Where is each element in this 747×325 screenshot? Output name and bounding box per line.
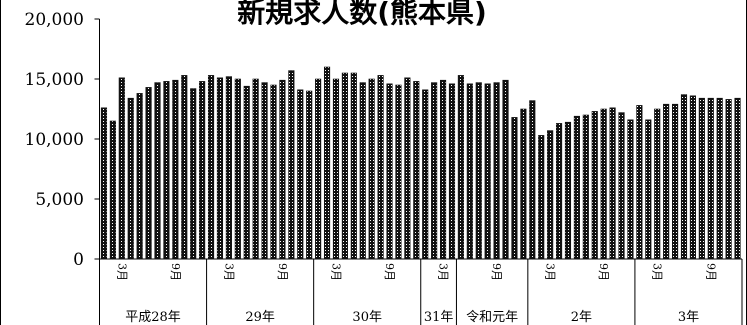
bar [484, 83, 491, 260]
x-month-label: 3月 [329, 263, 342, 281]
bar [716, 97, 723, 260]
bar [654, 108, 661, 260]
x-month-label: 3月 [222, 263, 235, 281]
bar [261, 82, 268, 260]
x-month-label: 9月 [276, 263, 289, 281]
bar [707, 97, 714, 260]
bar [190, 88, 197, 260]
bar [154, 82, 161, 260]
bar [547, 130, 554, 260]
bar [323, 66, 331, 260]
bar [127, 97, 134, 260]
x-year-label: 平成28年 [125, 310, 181, 325]
bar [636, 105, 643, 260]
bar [306, 90, 313, 260]
bar [181, 75, 188, 260]
bar [457, 75, 464, 260]
bar [422, 89, 429, 260]
bar [109, 120, 116, 260]
x-month-label: 3月 [544, 263, 557, 281]
x-month-label: 9月 [597, 263, 610, 281]
x-year-label: 30年 [352, 310, 382, 325]
y-tick-label: 0 [73, 250, 84, 270]
bar [243, 85, 250, 260]
bar [493, 82, 500, 260]
bar [270, 84, 277, 260]
bar [279, 79, 286, 260]
bar [341, 72, 348, 260]
bar [172, 79, 179, 260]
bar [573, 115, 580, 260]
x-month-label: 3月 [651, 263, 664, 281]
bar [502, 79, 509, 260]
bar [288, 70, 295, 260]
x-month-label: 3月 [437, 263, 450, 281]
x-year-label: 2年 [571, 310, 592, 325]
x-year-label: 31年 [424, 310, 454, 325]
y-tick-label: 15,000 [25, 70, 84, 90]
bar [332, 78, 340, 260]
x-year-label: 29年 [245, 310, 275, 325]
bar [234, 78, 241, 260]
bar [439, 79, 447, 260]
x-month-label: 9月 [704, 263, 717, 281]
bar [199, 81, 206, 260]
bar [100, 107, 108, 260]
x-month-label: 3月 [115, 263, 128, 281]
bar [511, 117, 518, 260]
bar [315, 78, 322, 260]
bar [672, 103, 679, 260]
bar [431, 82, 438, 260]
bar [136, 93, 143, 260]
bar [207, 75, 215, 260]
y-tick-label: 10,000 [25, 130, 84, 150]
bar [448, 83, 456, 260]
bar [377, 75, 384, 260]
bar [350, 72, 357, 260]
bar [689, 95, 696, 260]
bar [627, 119, 634, 260]
x-year-label: 令和元年 [466, 310, 518, 325]
y-tick-label: 5,000 [35, 190, 84, 210]
chart-title: 新規求人数(熊本県) [237, 0, 487, 29]
x-year-label: 3年 [678, 310, 699, 325]
bar [680, 94, 688, 260]
bar [386, 83, 393, 260]
x-month-label: 9月 [383, 263, 396, 281]
bar [404, 77, 411, 260]
bar [225, 76, 232, 260]
bar [538, 135, 545, 260]
x-month-label: 9月 [169, 263, 182, 281]
bar [297, 89, 304, 260]
x-month-label: 9月 [490, 263, 503, 281]
bar [163, 81, 170, 260]
bar [475, 82, 482, 260]
y-tick-label: 20,000 [25, 10, 84, 30]
bar [582, 114, 589, 260]
bar [216, 77, 224, 260]
bar [609, 107, 616, 260]
bar [618, 112, 625, 260]
bar [600, 108, 607, 260]
bar [118, 77, 125, 260]
bar [413, 81, 420, 260]
bar [145, 87, 152, 260]
bar [591, 111, 598, 260]
bar [368, 78, 375, 260]
bar [698, 97, 705, 260]
bar [564, 121, 572, 260]
bar [520, 108, 527, 260]
bar [725, 99, 732, 260]
bar [252, 78, 259, 260]
bar [555, 123, 563, 260]
bar [645, 119, 652, 260]
bar [359, 82, 366, 260]
bar [663, 103, 670, 260]
bar [466, 83, 473, 260]
bar [529, 100, 536, 260]
bar [734, 97, 741, 260]
bar [395, 84, 402, 260]
